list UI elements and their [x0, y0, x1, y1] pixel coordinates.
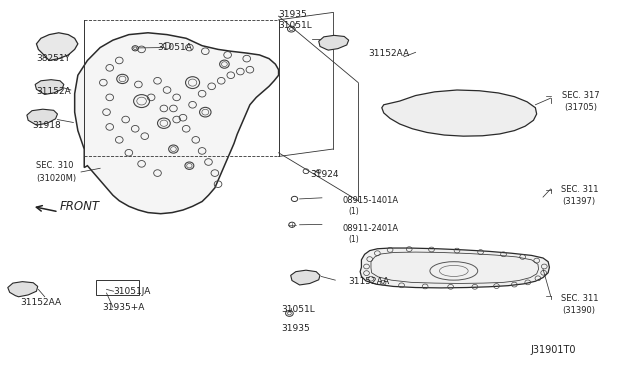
Text: 31152AA: 31152AA [20, 298, 61, 307]
Text: 31918: 31918 [32, 121, 61, 129]
Text: 31152AA: 31152AA [349, 278, 390, 286]
Polygon shape [35, 80, 64, 94]
Text: (1): (1) [349, 235, 360, 244]
Bar [96, 280, 139, 295]
Text: 31935: 31935 [282, 324, 310, 333]
Text: SEC. 317: SEC. 317 [562, 91, 600, 100]
Text: SEC. 311: SEC. 311 [561, 294, 598, 303]
Text: (31705): (31705) [564, 103, 597, 112]
Text: (31020M): (31020M) [36, 174, 77, 183]
Text: SEC. 310: SEC. 310 [36, 161, 74, 170]
Text: SEC. 311: SEC. 311 [561, 185, 598, 194]
Text: FRONT: FRONT [60, 200, 100, 213]
Text: (31390): (31390) [562, 306, 595, 315]
Text: 31152A: 31152A [36, 87, 71, 96]
Text: (31397): (31397) [562, 198, 595, 206]
Text: 31935: 31935 [278, 10, 307, 19]
Polygon shape [382, 90, 537, 136]
Text: 31051A: 31051A [157, 43, 193, 52]
Text: 31051L: 31051L [282, 305, 316, 314]
Polygon shape [291, 270, 320, 285]
Text: 08911-2401A: 08911-2401A [342, 224, 399, 233]
Text: 31051JA: 31051JA [113, 287, 150, 296]
Text: 08915-1401A: 08915-1401A [342, 196, 399, 205]
Text: J31901T0: J31901T0 [531, 345, 576, 355]
Text: 31152AA: 31152AA [368, 49, 409, 58]
Polygon shape [360, 248, 549, 288]
Text: 31924: 31924 [310, 170, 339, 179]
Polygon shape [75, 33, 278, 214]
Text: 31051L: 31051L [278, 21, 312, 30]
Polygon shape [27, 109, 58, 125]
Text: 31935+A: 31935+A [102, 303, 145, 312]
Polygon shape [319, 35, 349, 50]
Text: 38251Y: 38251Y [36, 54, 70, 63]
Polygon shape [36, 33, 78, 61]
Polygon shape [8, 282, 38, 297]
Text: (1): (1) [349, 207, 360, 217]
